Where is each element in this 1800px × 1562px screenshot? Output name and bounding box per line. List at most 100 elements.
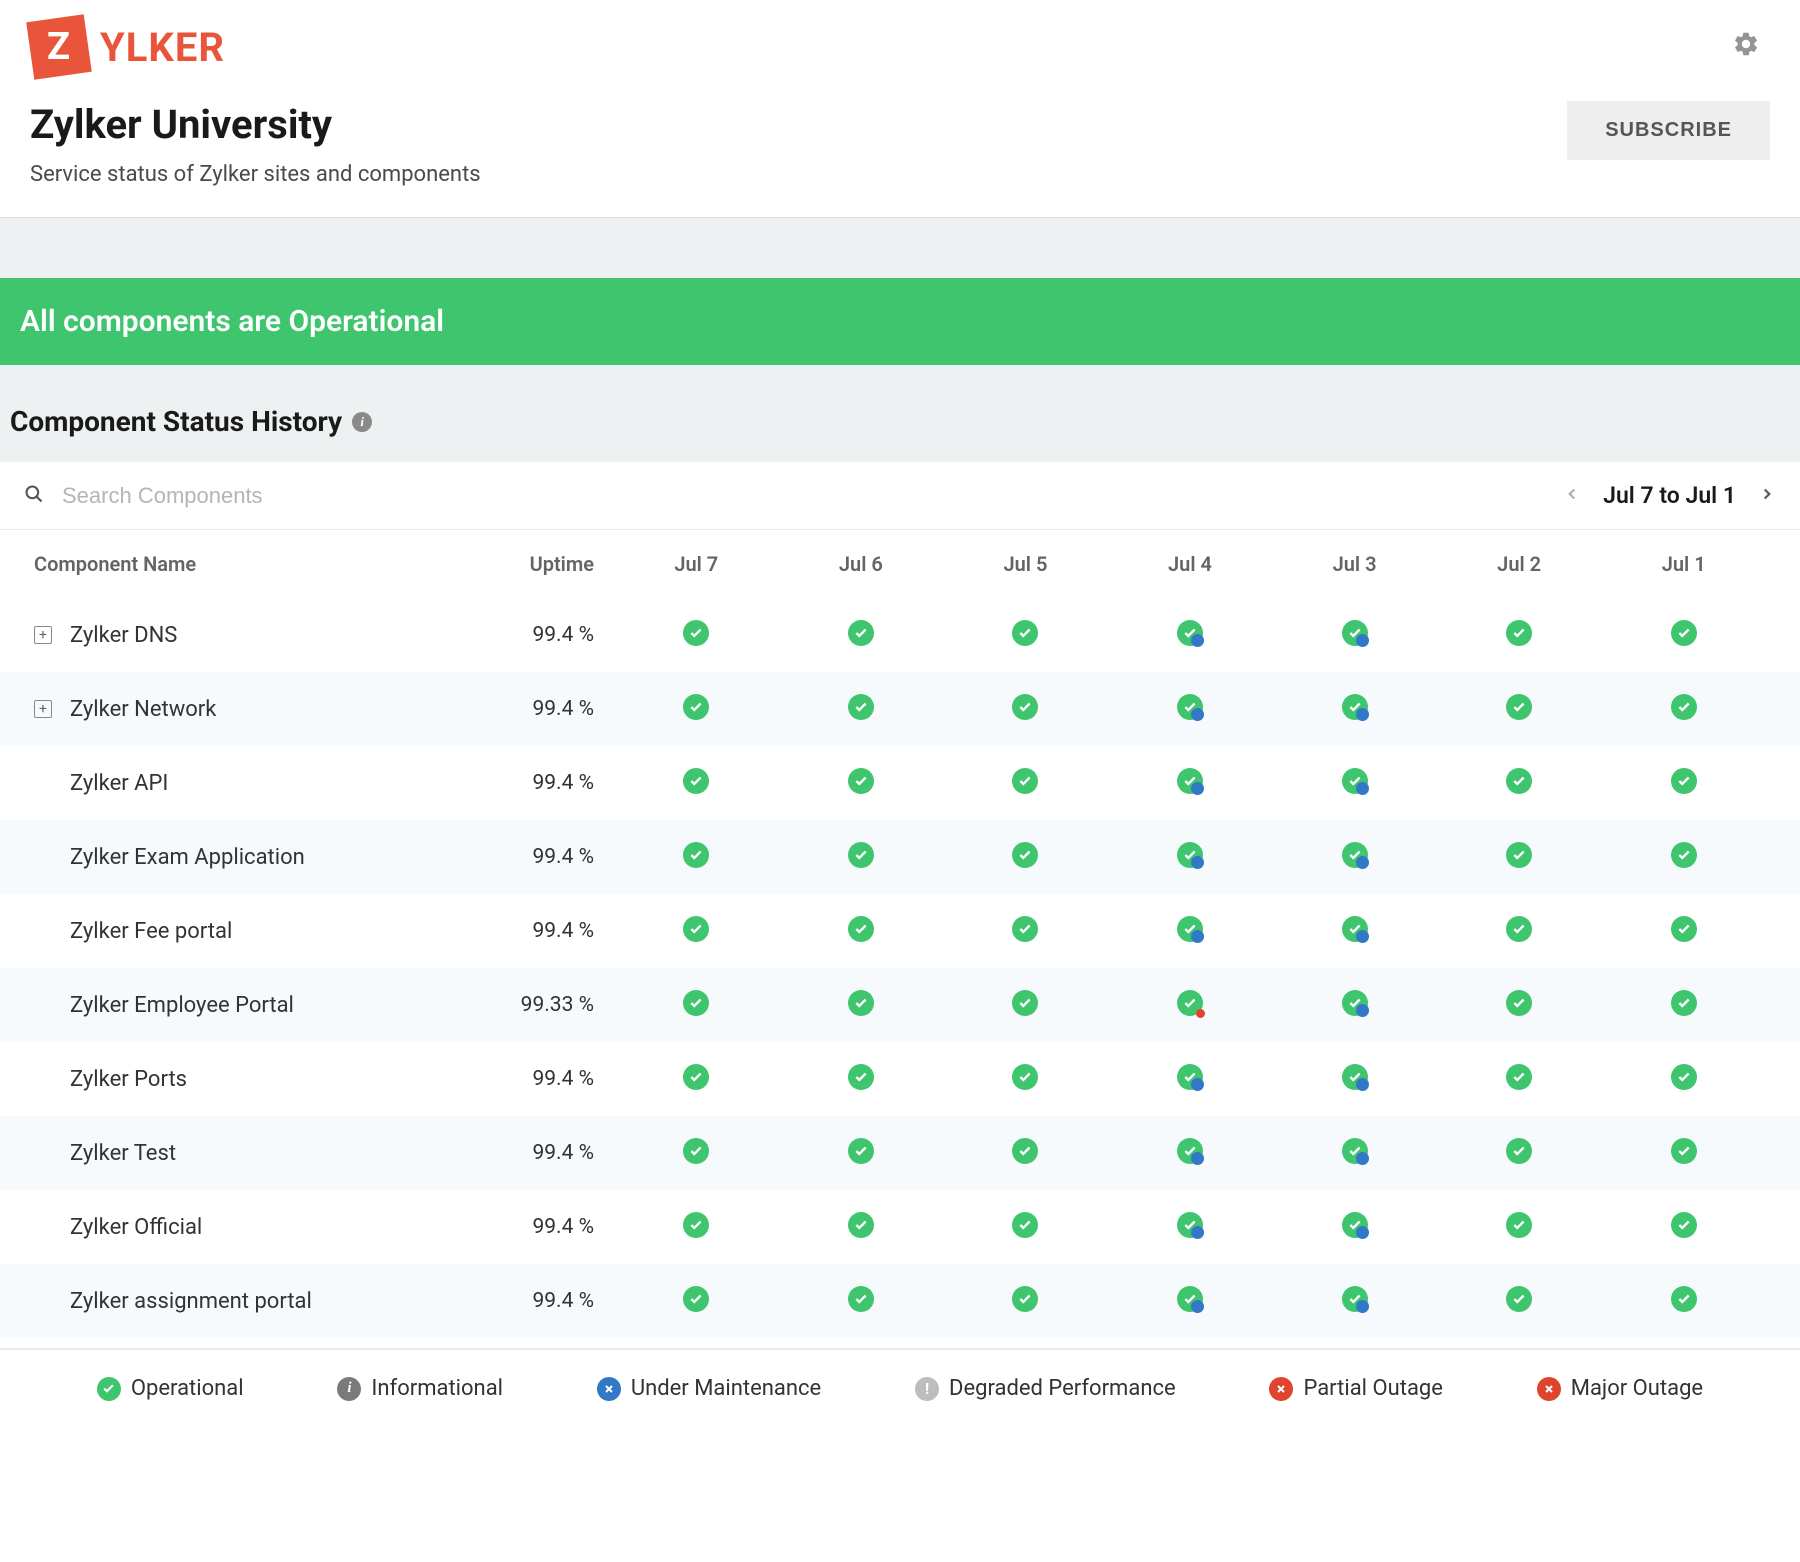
status-cell	[1108, 842, 1273, 872]
td-uptime: 99.4 %	[454, 1141, 614, 1165]
info-icon[interactable]: i	[352, 412, 372, 432]
table-row: Zylker Exam Application 99.4 %	[0, 820, 1800, 894]
status-cell	[1601, 768, 1766, 798]
page-subtitle: Service status of Zylker sites and compo…	[30, 162, 481, 187]
date-range: Jul 7 to Jul 1	[1603, 482, 1736, 509]
status-badge	[683, 1212, 709, 1238]
date-nav: Jul 7 to Jul 1	[1563, 482, 1776, 509]
status-cell	[779, 916, 944, 946]
status-badge	[1177, 842, 1203, 868]
status-cell	[1272, 1064, 1437, 1094]
status-badge	[1012, 990, 1038, 1016]
status-cell	[1272, 1212, 1437, 1242]
status-badge	[1012, 842, 1038, 868]
search-input[interactable]	[62, 483, 462, 509]
status-cell	[943, 694, 1108, 724]
status-badge	[1506, 842, 1532, 868]
status-cell	[1272, 916, 1437, 946]
chevron-left-icon[interactable]	[1563, 485, 1581, 507]
status-cell	[1108, 916, 1273, 946]
search-icon[interactable]	[24, 484, 44, 508]
status-cell	[1108, 1138, 1273, 1168]
status-cell	[1272, 990, 1437, 1020]
status-badge	[1506, 620, 1532, 646]
status-badge	[1342, 916, 1368, 942]
status-badge	[1671, 694, 1697, 720]
status-cell	[779, 694, 944, 724]
status-badge	[848, 1138, 874, 1164]
th-day: Jul 2	[1437, 552, 1602, 576]
status-badge	[1671, 768, 1697, 794]
component-name: Zylker assignment portal	[70, 1289, 312, 1314]
status-cell	[1272, 768, 1437, 798]
td-name: Zylker assignment portal	[34, 1289, 454, 1314]
status-badge	[1177, 1138, 1203, 1164]
status-badge	[1012, 620, 1038, 646]
status-badge	[1177, 694, 1203, 720]
status-badge	[1506, 1138, 1532, 1164]
legend-label: Partial Outage	[1303, 1376, 1443, 1401]
status-cell	[1601, 1286, 1766, 1316]
status-cell	[779, 1286, 944, 1316]
expand-icon[interactable]: +	[34, 700, 52, 718]
td-uptime: 99.4 %	[454, 697, 614, 721]
chevron-right-icon[interactable]	[1758, 485, 1776, 507]
td-uptime: 99.4 %	[454, 845, 614, 869]
table-header: Component Name Uptime Jul 7 Jul 6 Jul 5 …	[0, 530, 1800, 598]
status-cell	[1437, 620, 1602, 650]
status-cell	[614, 768, 779, 798]
status-badge	[1671, 1138, 1697, 1164]
status-cell	[1437, 768, 1602, 798]
status-cell	[943, 620, 1108, 650]
status-cell	[1437, 990, 1602, 1020]
expand-icon[interactable]: +	[34, 626, 52, 644]
logo-letter: Z	[47, 25, 70, 69]
table-row: Zylker assignment portal 99.4 %	[0, 1264, 1800, 1338]
table-row: +Zylker DNS99.4 %	[0, 598, 1800, 672]
status-table: Component Name Uptime Jul 7 Jul 6 Jul 5 …	[0, 530, 1800, 1338]
status-badge	[683, 694, 709, 720]
status-badge	[1177, 1286, 1203, 1312]
status-cell	[943, 768, 1108, 798]
legend-dot	[597, 1377, 621, 1401]
component-name: Zylker Exam Application	[70, 845, 305, 870]
th-day: Jul 3	[1272, 552, 1437, 576]
status-badge	[1342, 1138, 1368, 1164]
table-row: Zylker Ports99.4 %	[0, 1042, 1800, 1116]
status-badge	[1671, 620, 1697, 646]
status-badge	[683, 1286, 709, 1312]
status-badge	[848, 916, 874, 942]
status-badge	[1671, 916, 1697, 942]
status-cell	[943, 1212, 1108, 1242]
status-cell	[1437, 694, 1602, 724]
status-badge	[1342, 1212, 1368, 1238]
status-cell	[943, 1138, 1108, 1168]
page-title: Zylker University	[30, 101, 481, 148]
status-badge	[683, 1138, 709, 1164]
search-row: Jul 7 to Jul 1	[0, 462, 1800, 530]
legend-dot	[1269, 1377, 1293, 1401]
status-cell	[1108, 1212, 1273, 1242]
component-name: Zylker Network	[70, 697, 216, 722]
status-badge	[848, 842, 874, 868]
status-cell	[1272, 1286, 1437, 1316]
status-cell	[1108, 1286, 1273, 1316]
table-row: Zylker Official99.4 %	[0, 1190, 1800, 1264]
status-cell	[1601, 1138, 1766, 1168]
history-title: Component Status History	[10, 405, 342, 438]
status-cell	[1108, 990, 1273, 1020]
status-badge	[683, 768, 709, 794]
td-uptime: 99.4 %	[454, 1215, 614, 1239]
component-name: Zylker Test	[70, 1141, 176, 1166]
subscribe-button[interactable]: SUBSCRIBE	[1567, 101, 1770, 160]
td-uptime: 99.4 %	[454, 1289, 614, 1313]
logo-text: YLKER	[100, 24, 225, 71]
gear-icon[interactable]	[1732, 30, 1760, 62]
status-cell	[1272, 694, 1437, 724]
gray-spacer-top	[0, 218, 1800, 278]
history-header: Component Status History i	[0, 365, 1800, 462]
table-row: Zylker API99.4 %	[0, 746, 1800, 820]
td-uptime: 99.4 %	[454, 1067, 614, 1091]
status-cell	[1601, 694, 1766, 724]
status-badge	[683, 1064, 709, 1090]
